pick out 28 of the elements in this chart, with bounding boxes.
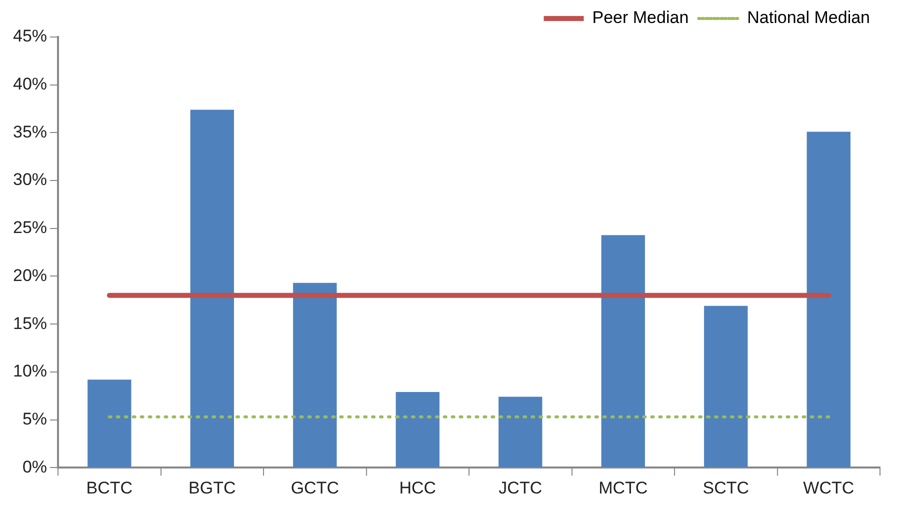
y-tick-label: 40% <box>12 74 48 94</box>
legend-label: Peer Median <box>592 8 689 28</box>
x-tick-label: WCTC <box>803 478 854 498</box>
y-tick-label: 5% <box>22 409 48 428</box>
y-tick-label: 45% <box>12 26 48 46</box>
y-tick-label: 20% <box>12 266 48 285</box>
x-tick-label: SCTC <box>702 478 750 498</box>
y-tick-label: 25% <box>12 218 48 238</box>
x-tick-label: BGTC <box>188 478 236 498</box>
bar <box>88 380 132 468</box>
bar <box>498 396 542 468</box>
bar <box>601 235 645 468</box>
bar <box>293 282 337 468</box>
x-tick-label: JCTC <box>498 478 542 498</box>
y-tick-label: 10% <box>12 362 48 381</box>
y-tick-label: 15% <box>12 314 48 333</box>
x-tick-label: HCC <box>399 478 436 498</box>
bar <box>704 306 748 468</box>
bar <box>806 132 850 468</box>
x-tick-label: GCTC <box>290 478 339 498</box>
x-tick-label: MCTC <box>598 478 648 498</box>
bar <box>190 110 234 468</box>
y-tick-label: 0% <box>22 457 48 476</box>
y-tick-label: 30% <box>12 170 48 190</box>
legend-label: National Median <box>747 8 870 28</box>
x-tick-label: BCTC <box>86 478 133 498</box>
y-tick-label: 35% <box>12 122 48 142</box>
bar <box>396 392 440 468</box>
